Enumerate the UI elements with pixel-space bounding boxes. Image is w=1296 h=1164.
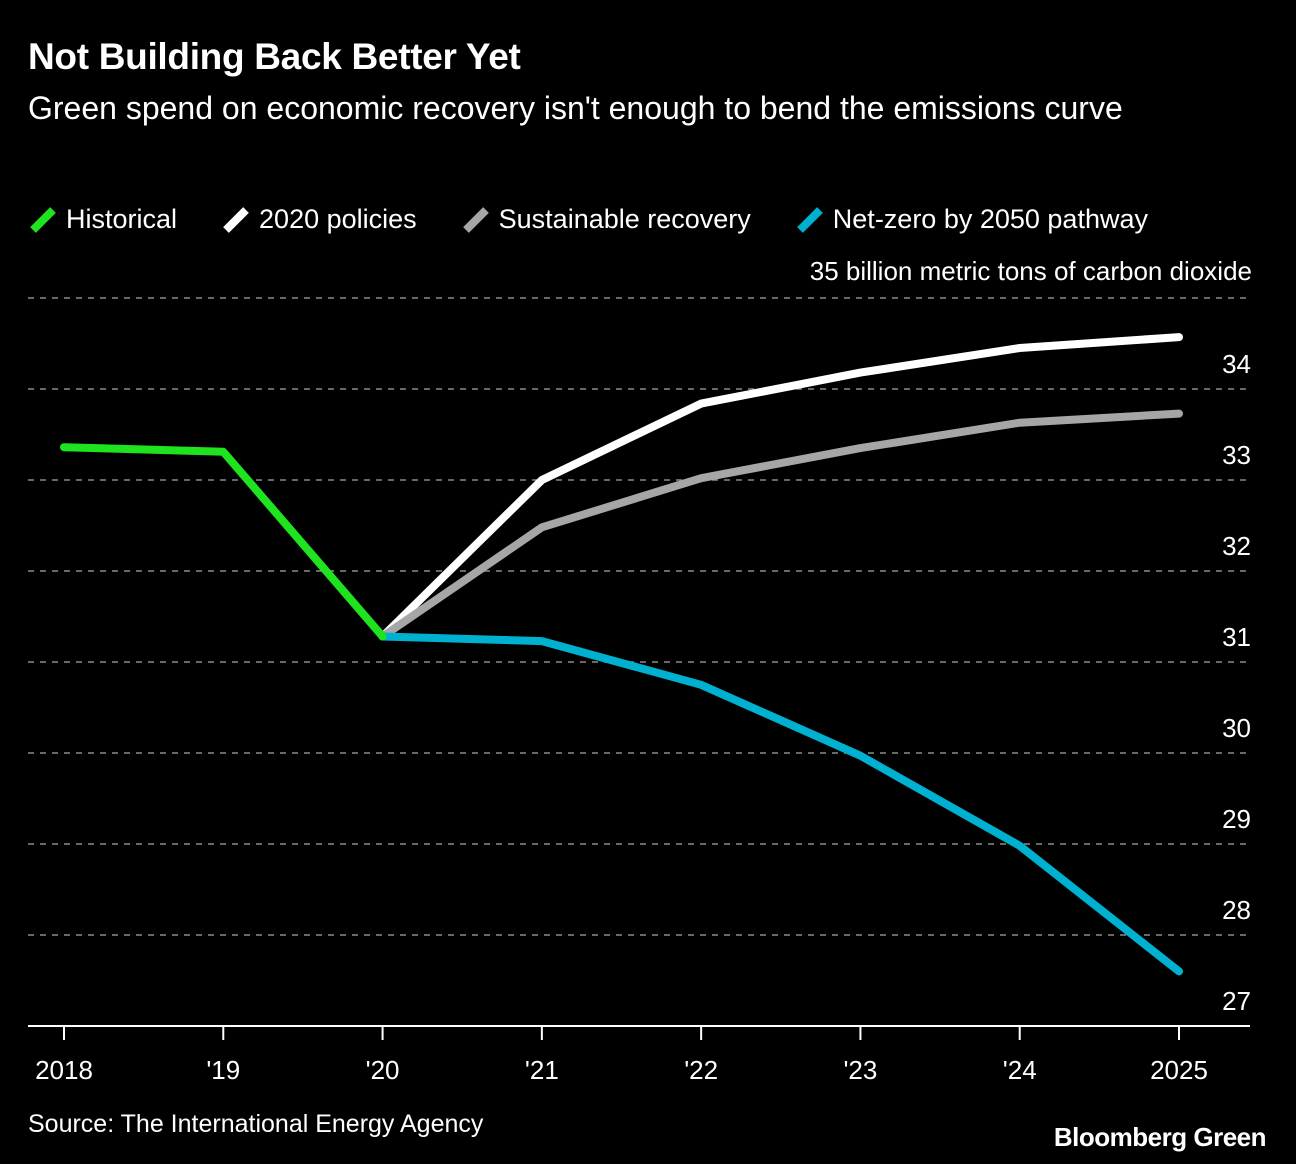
chart-title: Not Building Back Better Yet [28,36,521,77]
legend: Historical 2020 policies Sustainable rec… [28,204,1192,235]
y-tick-label: 33 [1222,440,1251,470]
gridlines [28,297,1250,936]
series-line-historical [60,443,387,641]
y-tick-label: 29 [1222,804,1251,834]
x-tick-label: '19 [206,1055,240,1085]
legend-swatch-sustainable-recovery [462,206,489,233]
legend-label-2020-policies: 2020 policies [259,204,417,234]
source-note: Source: The International Energy Agency [28,1110,484,1138]
series-line-2020-policies [378,333,1183,641]
legend-item-2020-policies: 2020 policies [221,204,417,235]
x-tick-label: '20 [366,1055,400,1085]
series-line-net-zero-by-2050-pathway [378,632,1183,976]
x-tick-label: 2018 [35,1055,93,1085]
y-tick-label: 30 [1222,713,1251,743]
legend-label-sustainable-recovery: Sustainable recovery [498,204,751,234]
x-tick-label: '23 [843,1055,877,1085]
x-tick-label: '24 [1003,1055,1037,1085]
x-tick-label: '21 [525,1055,559,1085]
legend-label-historical: Historical [66,204,178,234]
y-tick-label: 27 [1222,986,1251,1016]
unit-label: 35 billion metric tons of carbon dioxide [809,256,1252,286]
x-axis: 2018 '19 '20 '21 '22 '23 '24 2025 [28,1025,1250,1085]
y-tick-label: 34 [1222,349,1251,379]
y-tick-label: 28 [1222,895,1251,925]
legend-item-net-zero: Net-zero by 2050 pathway [795,204,1148,235]
y-tick-label: 32 [1222,531,1251,561]
y-axis-ticks: 27 28 29 30 31 32 33 34 [1222,349,1251,1016]
y-tick-label: 31 [1222,622,1251,652]
legend-swatch-2020-policies [223,206,249,233]
legend-item-sustainable-recovery: Sustainable recovery [461,204,751,235]
legend-label-net-zero: Net-zero by 2050 pathway [832,204,1148,234]
series-lines [60,333,1183,976]
x-tick-label: 2025 [1150,1055,1208,1085]
legend-item-historical: Historical [28,204,177,235]
series-line-sustainable-recovery [378,409,1183,641]
legend-swatch-net-zero [796,206,823,233]
x-tick-label: '22 [684,1055,718,1085]
chart-subtitle: Green spend on economic recovery isn't e… [28,90,1123,126]
legend-swatch-historical [30,206,56,233]
brand-logo: Bloomberg Green [1053,1122,1267,1152]
